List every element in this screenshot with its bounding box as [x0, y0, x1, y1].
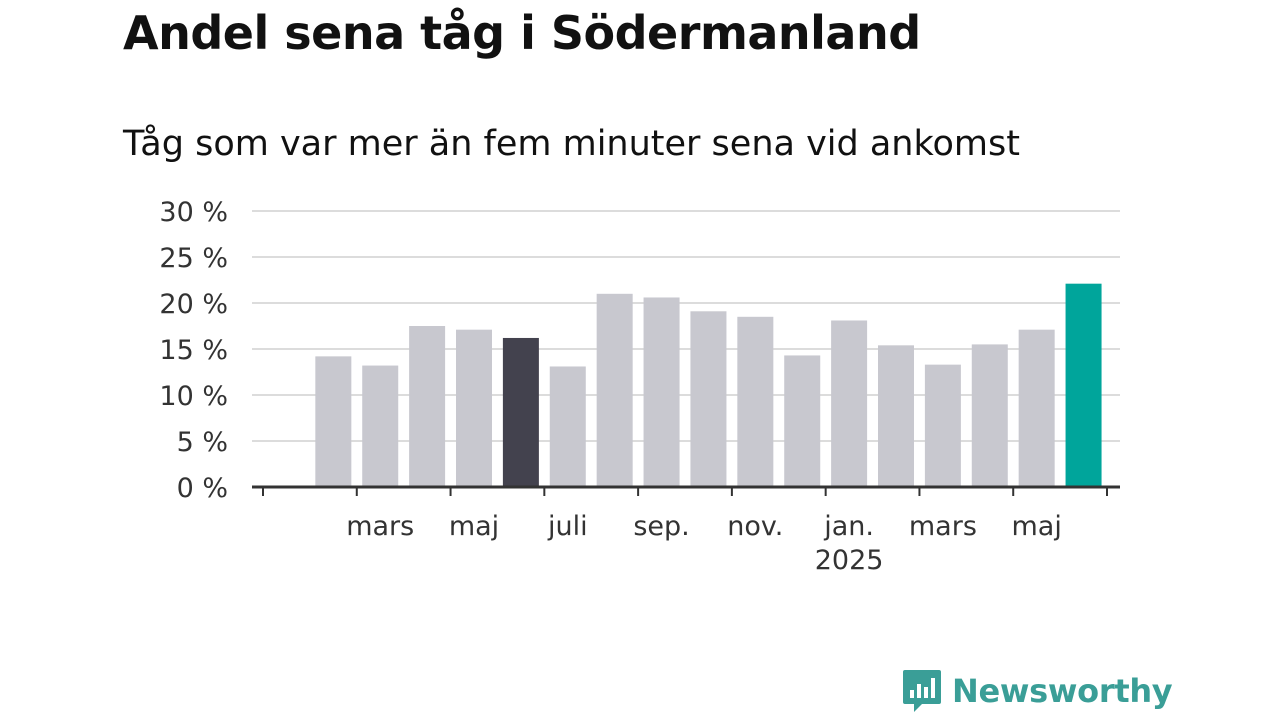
x-tick-label: maj — [1011, 511, 1061, 542]
x-tick-label: mars — [346, 511, 414, 542]
bar-2024-07 — [549, 366, 586, 487]
bars — [315, 283, 1102, 487]
y-tick-label: 5 % — [177, 427, 228, 458]
y-tick-label: 15 % — [159, 335, 228, 366]
y-tick-label: 10 % — [159, 381, 228, 412]
bar-2025-01 — [831, 320, 868, 487]
chart-title: Andel sena tåg i Södermanland — [123, 6, 921, 60]
bar-2024-10 — [690, 311, 727, 487]
y-tick-label: 25 % — [159, 243, 228, 274]
chart-subtitle: Tåg som var mer än fem minuter sena vid … — [123, 124, 1020, 164]
brand-name: Newsworthy — [952, 672, 1173, 710]
bar-chart: 0 % 5 % 10 % 15 % 20 % 25 % 30 % mars maj juli se… — [159, 197, 1120, 576]
x-tick-label: maj — [449, 511, 499, 542]
x-tick-label: jan. — [823, 511, 874, 542]
newsworthy-logo-icon — [903, 670, 941, 712]
bar-2024-09 — [643, 297, 680, 487]
x-axis — [252, 485, 1120, 496]
bar-2025-06 — [1065, 283, 1102, 487]
x-axis-tick-labels: mars maj juli sep. nov. jan.2025 mars maj — [346, 511, 1062, 576]
bar-2025-04 — [971, 344, 1008, 487]
bar-2024-12 — [784, 355, 821, 487]
bar-2025-05 — [1018, 329, 1055, 487]
bar-2025-03 — [924, 364, 961, 487]
bar-2024-02 — [315, 356, 352, 487]
y-axis-tick-labels: 0 % 5 % 10 % 15 % 20 % 25 % 30 % — [159, 197, 228, 504]
x-tick-label: nov. — [727, 511, 783, 542]
bar-2024-06 — [502, 337, 539, 487]
bar-2024-03 — [362, 365, 399, 487]
bar-2024-08 — [596, 293, 633, 487]
y-tick-label: 30 % — [159, 197, 228, 228]
brand-logo: Newsworthy — [902, 668, 1173, 714]
bar-2024-04 — [409, 326, 446, 487]
x-tick-sublabel: 2025 — [815, 545, 884, 576]
x-tick-label: sep. — [633, 511, 689, 542]
x-tick-label: mars — [909, 511, 977, 542]
bar-2024-05 — [456, 329, 492, 487]
bar-2025-02 — [878, 345, 914, 487]
bar-2024-11 — [737, 316, 774, 487]
y-tick-label: 0 % — [177, 473, 228, 504]
x-tick-label: juli — [547, 511, 588, 542]
y-tick-label: 20 % — [159, 289, 228, 320]
